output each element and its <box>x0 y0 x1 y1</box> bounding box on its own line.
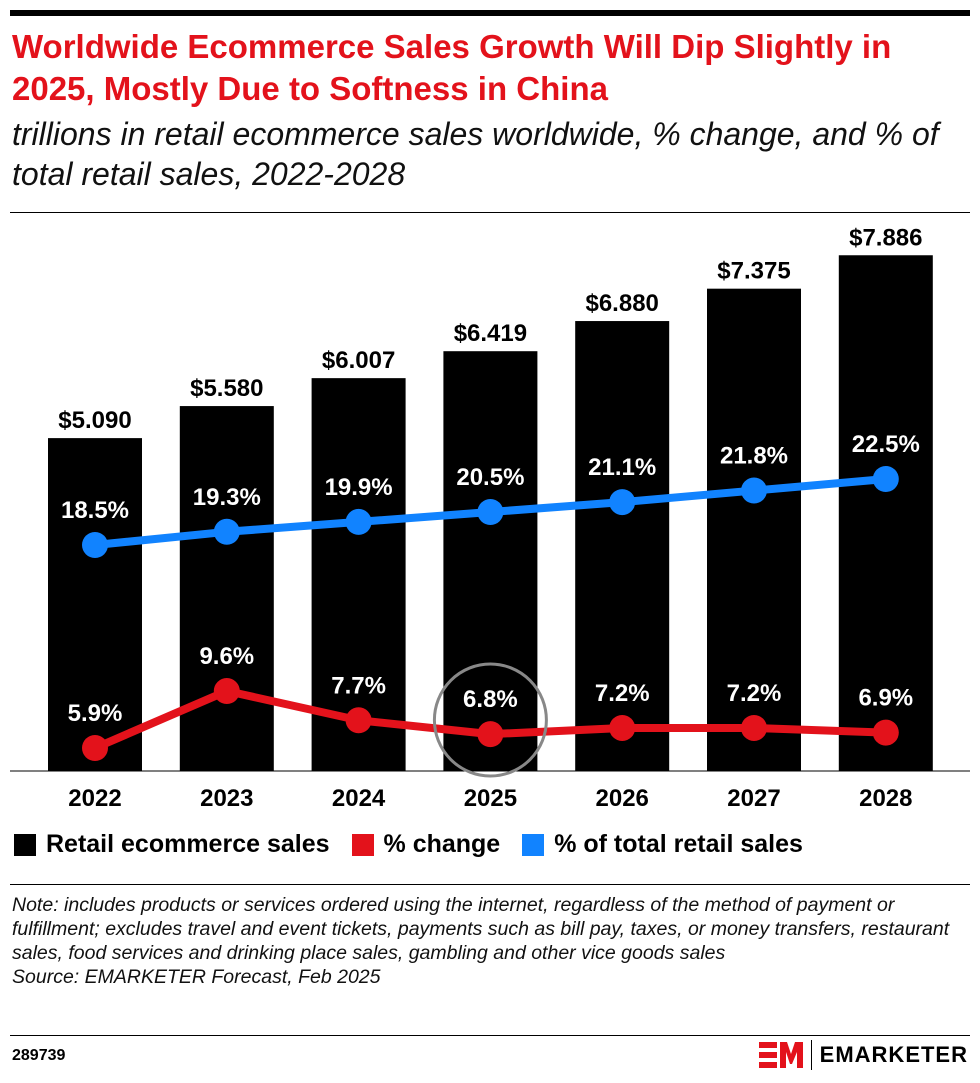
change-value-label: 7.2% <box>595 680 650 707</box>
share-value-label: 21.1% <box>588 454 656 481</box>
share-point <box>213 518 240 545</box>
share-value-label: 20.5% <box>456 464 524 491</box>
share-point <box>477 499 504 525</box>
bar-value-label: $6.419 <box>454 320 527 347</box>
chart-title: Worldwide Ecommerce Sales Growth Will Di… <box>12 28 892 107</box>
source-text: Source: EMARKETER Forecast, Feb 2025 <box>12 966 381 988</box>
legend-item-change: % change <box>351 830 501 859</box>
legend-item-share: % of total retail sales <box>522 830 803 859</box>
change-point <box>477 721 504 748</box>
change-point <box>82 735 108 761</box>
change-value-label: 9.6% <box>199 643 254 670</box>
change-value-label: 6.8% <box>463 686 518 713</box>
x-tick-label: 2023 <box>200 785 253 812</box>
x-tick-label: 2025 <box>464 785 517 812</box>
x-tick-label: 2022 <box>68 785 121 812</box>
highlight-circle <box>432 662 548 778</box>
change-value-label: 7.7% <box>331 672 386 699</box>
legend-label: % change <box>383 830 501 858</box>
chart-subtitle: trillions in retail ecommerce sales worl… <box>12 116 939 192</box>
legend-label: Retail ecommerce sales <box>46 830 330 858</box>
bar-value-label: $6.007 <box>322 347 395 374</box>
share-value-label: 19.3% <box>193 484 261 511</box>
change-point <box>872 719 899 746</box>
bar-value-label: $7.886 <box>849 224 922 251</box>
bar <box>443 351 538 771</box>
legend: Retail ecommerce sales % change % of tot… <box>14 830 803 859</box>
chart-plot: $5.090 2022 $5.580 2023 $6.007 2024 $6.419 2025… <box>10 224 970 812</box>
share-point <box>82 532 108 558</box>
change-point <box>345 707 372 734</box>
bar <box>707 288 801 771</box>
change-point <box>741 714 767 741</box>
em-logo-icon <box>758 1042 803 1068</box>
share-point <box>609 489 636 516</box>
change-value-label: 5.9% <box>68 700 123 727</box>
share-point <box>872 466 899 492</box>
note-text: Note: includes products or services orde… <box>12 894 950 964</box>
legend-swatch <box>14 833 36 856</box>
change-point <box>609 714 636 741</box>
x-tick-label: 2027 <box>727 785 780 812</box>
share-value-label: 19.9% <box>325 474 393 501</box>
bar-value-label: $5.090 <box>58 407 131 434</box>
bar <box>179 406 274 771</box>
bar <box>575 321 670 771</box>
legend-item-sales: Retail ecommerce sales <box>14 830 330 859</box>
emarketer-logo: EMARKETER <box>758 1040 968 1070</box>
divider <box>10 212 970 213</box>
divider <box>10 884 970 885</box>
legend-label: % of total retail sales <box>554 830 803 858</box>
share-point <box>741 477 767 504</box>
share-point <box>345 508 372 535</box>
divider <box>10 1035 970 1036</box>
logo-separator <box>810 1040 812 1070</box>
share-value-label: 21.8% <box>720 443 788 470</box>
change-point <box>213 678 240 705</box>
bar-value-label: $5.580 <box>190 375 263 402</box>
legend-swatch <box>351 833 374 856</box>
legend-swatch <box>522 833 545 856</box>
chart-id: 289739 <box>12 1047 66 1064</box>
change-value-label: 6.9% <box>858 685 913 712</box>
bar <box>838 255 933 771</box>
share-value-label: 22.5% <box>852 431 920 458</box>
x-tick-label: 2028 <box>859 785 912 812</box>
bar-value-label: $7.375 <box>717 258 790 285</box>
change-value-label: 7.2% <box>727 680 782 707</box>
x-tick-label: 2026 <box>596 785 649 812</box>
brand-name: EMARKETER <box>819 1042 968 1067</box>
note: Note: includes products or services orde… <box>12 893 962 989</box>
bar <box>311 378 406 771</box>
x-tick-label: 2024 <box>332 785 386 812</box>
top-bar <box>10 10 970 16</box>
bar <box>48 438 142 771</box>
bar-value-label: $6.880 <box>585 290 658 317</box>
share-value-label: 18.5% <box>61 497 129 524</box>
